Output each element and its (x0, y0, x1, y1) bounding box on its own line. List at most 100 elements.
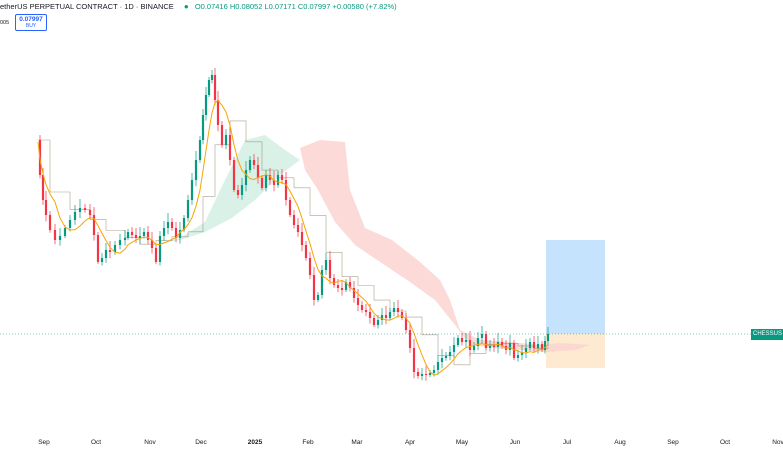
candle-body (68, 220, 72, 228)
candle-body (83, 208, 87, 210)
candle-body (380, 315, 384, 320)
candle-body (224, 135, 228, 145)
candle-body (182, 218, 186, 230)
candle-body (162, 228, 166, 236)
candle-body (154, 248, 158, 262)
candle-body (344, 282, 348, 290)
buy-button[interactable]: 0.07997 BUY (15, 14, 47, 31)
x-axis: Sep Oct Nov Dec 2025 Feb Mar Apr May Jun Jul Aug Sep… (38, 439, 783, 446)
candle-body (388, 312, 392, 318)
candle-body (207, 80, 211, 95)
x-tick-label: Sep (667, 439, 679, 446)
candle-body (460, 338, 464, 342)
x-tick-label: Nov (772, 439, 783, 446)
candle-body (508, 343, 512, 350)
x-tick-label: Jun (510, 439, 521, 446)
candle-body (280, 175, 284, 180)
candle-body (532, 342, 536, 348)
candle-body (186, 200, 190, 218)
buy-label: BUY (25, 23, 37, 29)
candle-body (476, 338, 480, 346)
x-tick-label: Aug (614, 439, 626, 446)
candle-body (190, 180, 194, 200)
candle-body (546, 334, 550, 341)
candle-body (316, 295, 320, 300)
candle-body (220, 125, 224, 145)
candle-body (416, 372, 420, 376)
candle-body (360, 305, 364, 310)
candle-body (73, 212, 77, 220)
moving-average (37, 99, 549, 376)
chart-header: etherUS PERPETUAL CONTRACT · 1D · BINANC… (0, 2, 397, 11)
candle-body (256, 165, 260, 178)
candle-body (512, 343, 516, 358)
x-tick-label: Sep (38, 439, 50, 446)
candle-body (444, 356, 448, 358)
candle-body (376, 320, 380, 325)
buy-price: 0.07997 (19, 16, 43, 23)
candle-body (356, 298, 360, 305)
candle-body (260, 178, 264, 188)
candle-body (348, 282, 352, 288)
candle-body (448, 352, 452, 356)
candle-body (412, 348, 416, 372)
candle-body (408, 330, 412, 348)
candle-body (420, 374, 424, 376)
candle-body (540, 344, 544, 350)
ichimoku-cloud (150, 135, 590, 352)
candle-body (100, 258, 104, 262)
candle-body (58, 236, 62, 240)
x-tick-label: Oct (720, 439, 730, 446)
candle-body (48, 215, 52, 230)
candle-body (456, 338, 460, 345)
candle-body (244, 170, 248, 185)
x-tick-label: Feb (302, 439, 314, 446)
candle-body (118, 240, 122, 245)
candle-body (492, 345, 496, 347)
candle-body (296, 225, 300, 232)
candle-body (436, 362, 440, 370)
x-tick-label: Dec (195, 439, 207, 446)
market-status-icon: ● (183, 2, 189, 11)
candle-body (452, 345, 456, 352)
candle-body (500, 342, 504, 346)
candle-body (126, 232, 130, 238)
candle-body (166, 222, 170, 228)
candle-body (138, 236, 142, 238)
candle-body (372, 318, 376, 325)
candle-body (216, 100, 220, 125)
candle-body (134, 235, 138, 238)
candles (38, 68, 550, 381)
candle-body (123, 238, 127, 240)
candle-body (236, 190, 240, 195)
candle-body (524, 348, 528, 352)
x-tick-label: 2025 (248, 439, 263, 446)
candle-body (543, 341, 547, 350)
cloud-bear-area (300, 140, 590, 352)
x-tick-label: Jul (563, 439, 572, 446)
candle-body (464, 340, 468, 342)
candle-body (364, 310, 368, 312)
candle-body (384, 315, 388, 318)
candle-body (480, 334, 484, 338)
candle-body (178, 230, 182, 238)
candle-body (44, 200, 48, 215)
target-zone[interactable] (546, 240, 605, 334)
candle-body (104, 250, 108, 258)
candle-body (332, 278, 336, 285)
candle-body (352, 288, 356, 298)
symbol-title: etherUS PERPETUAL CONTRACT · 1D · BINANC… (0, 2, 174, 11)
candle-body (432, 370, 436, 373)
candle-body (300, 232, 304, 245)
candle-body (340, 288, 344, 290)
ohlc-values: O0.07416 H0.08052 L0.07171 C0.07997 +0.0… (194, 2, 397, 11)
candle-body (232, 160, 236, 190)
candle-body (113, 245, 117, 252)
candle-body (194, 160, 198, 180)
candle-body (78, 208, 82, 212)
candle-body (404, 318, 408, 330)
candle-body (484, 334, 488, 348)
candle-body (204, 95, 208, 115)
candle-body (174, 228, 178, 238)
